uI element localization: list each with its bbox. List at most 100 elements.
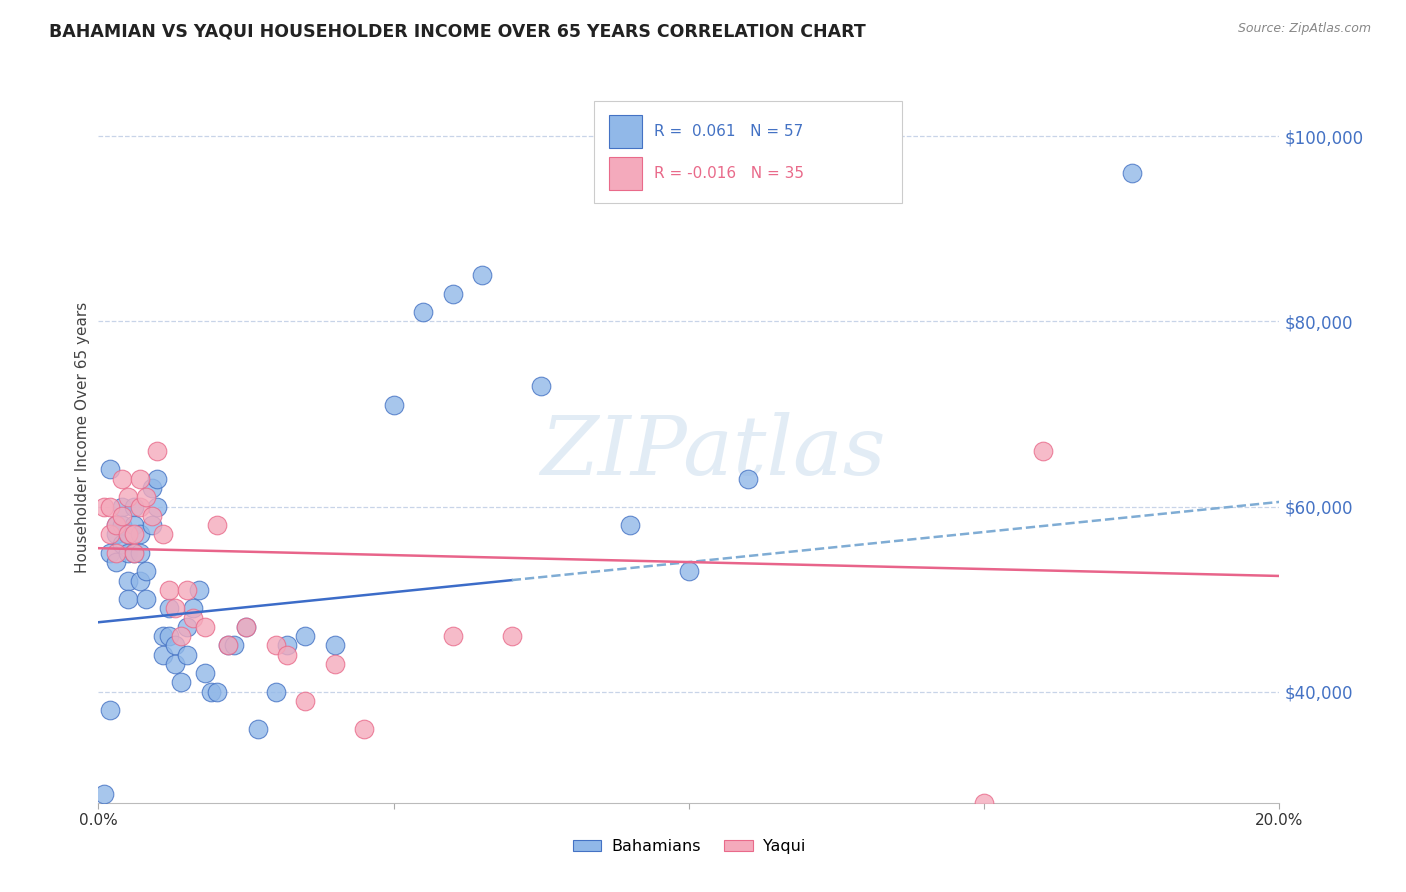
Text: Source: ZipAtlas.com: Source: ZipAtlas.com bbox=[1237, 22, 1371, 36]
Point bbox=[501, 629, 523, 643]
Point bbox=[165, 657, 187, 671]
Point bbox=[176, 620, 198, 634]
Point bbox=[105, 527, 128, 541]
Legend: Bahamians, Yaqui: Bahamians, Yaqui bbox=[567, 833, 811, 861]
Point bbox=[93, 500, 115, 514]
Point bbox=[117, 527, 139, 541]
Point bbox=[264, 639, 287, 653]
Point bbox=[205, 684, 228, 698]
Point bbox=[128, 472, 150, 486]
Point bbox=[246, 722, 269, 736]
Point bbox=[217, 639, 239, 653]
Point bbox=[194, 666, 217, 681]
Point bbox=[146, 472, 169, 486]
Point bbox=[105, 518, 128, 533]
Point bbox=[141, 481, 163, 495]
Point bbox=[111, 508, 134, 523]
Point bbox=[224, 639, 246, 653]
Point bbox=[128, 500, 150, 514]
Point bbox=[181, 601, 204, 615]
Point bbox=[152, 527, 174, 541]
Point bbox=[117, 527, 139, 541]
Point bbox=[737, 472, 759, 486]
Point bbox=[117, 546, 139, 560]
Point bbox=[471, 268, 494, 282]
Point bbox=[93, 787, 115, 801]
Point bbox=[973, 796, 995, 810]
Point bbox=[111, 536, 134, 550]
Point bbox=[181, 610, 204, 624]
Point bbox=[135, 592, 157, 607]
Point bbox=[323, 639, 346, 653]
Point bbox=[276, 648, 298, 662]
Point bbox=[170, 629, 193, 643]
Point bbox=[165, 639, 187, 653]
Point bbox=[122, 546, 145, 560]
Point bbox=[619, 518, 641, 533]
Point bbox=[146, 500, 169, 514]
Point bbox=[98, 500, 121, 514]
Point bbox=[678, 565, 700, 579]
Point bbox=[170, 675, 193, 690]
Point bbox=[217, 639, 239, 653]
Point bbox=[176, 582, 198, 597]
Point bbox=[105, 518, 128, 533]
Point bbox=[294, 629, 316, 643]
Point bbox=[205, 518, 228, 533]
Point bbox=[353, 722, 375, 736]
Point bbox=[1121, 166, 1143, 180]
Y-axis label: Householder Income Over 65 years: Householder Income Over 65 years bbox=[75, 301, 90, 573]
Text: R = -0.016   N = 35: R = -0.016 N = 35 bbox=[654, 166, 803, 181]
Point bbox=[128, 546, 150, 560]
Point bbox=[264, 684, 287, 698]
Point bbox=[235, 620, 257, 634]
Point bbox=[128, 574, 150, 588]
Point bbox=[165, 601, 187, 615]
Point bbox=[117, 592, 139, 607]
Point bbox=[382, 398, 405, 412]
Point bbox=[1032, 444, 1054, 458]
Bar bbox=[609, 115, 641, 148]
Point bbox=[530, 379, 553, 393]
Point bbox=[441, 629, 464, 643]
Point bbox=[141, 518, 163, 533]
Point bbox=[276, 639, 298, 653]
Bar bbox=[609, 157, 641, 190]
Point bbox=[157, 601, 180, 615]
Point bbox=[323, 657, 346, 671]
Point bbox=[441, 286, 464, 301]
Point bbox=[412, 305, 434, 319]
Point bbox=[200, 684, 222, 698]
Point bbox=[146, 444, 169, 458]
Point bbox=[176, 648, 198, 662]
Point bbox=[111, 518, 134, 533]
Point bbox=[117, 490, 139, 504]
Point bbox=[111, 472, 134, 486]
Point bbox=[187, 582, 209, 597]
Point bbox=[105, 555, 128, 569]
Point bbox=[98, 462, 121, 476]
Point bbox=[122, 527, 145, 541]
Point bbox=[122, 518, 145, 533]
Point bbox=[111, 500, 134, 514]
Point bbox=[98, 703, 121, 717]
Point bbox=[122, 546, 145, 560]
FancyBboxPatch shape bbox=[595, 101, 901, 203]
Point bbox=[294, 694, 316, 708]
Text: BAHAMIAN VS YAQUI HOUSEHOLDER INCOME OVER 65 YEARS CORRELATION CHART: BAHAMIAN VS YAQUI HOUSEHOLDER INCOME OVE… bbox=[49, 22, 866, 40]
Point bbox=[157, 629, 180, 643]
Point bbox=[98, 527, 121, 541]
Point bbox=[135, 490, 157, 504]
Text: R =  0.061   N = 57: R = 0.061 N = 57 bbox=[654, 124, 803, 139]
Point bbox=[117, 574, 139, 588]
Text: ZIPatlas: ZIPatlas bbox=[540, 412, 886, 491]
Point bbox=[157, 582, 180, 597]
Point bbox=[194, 620, 217, 634]
Point bbox=[135, 565, 157, 579]
Point bbox=[122, 500, 145, 514]
Point bbox=[98, 546, 121, 560]
Point bbox=[128, 527, 150, 541]
Point bbox=[235, 620, 257, 634]
Point bbox=[141, 508, 163, 523]
Point bbox=[152, 629, 174, 643]
